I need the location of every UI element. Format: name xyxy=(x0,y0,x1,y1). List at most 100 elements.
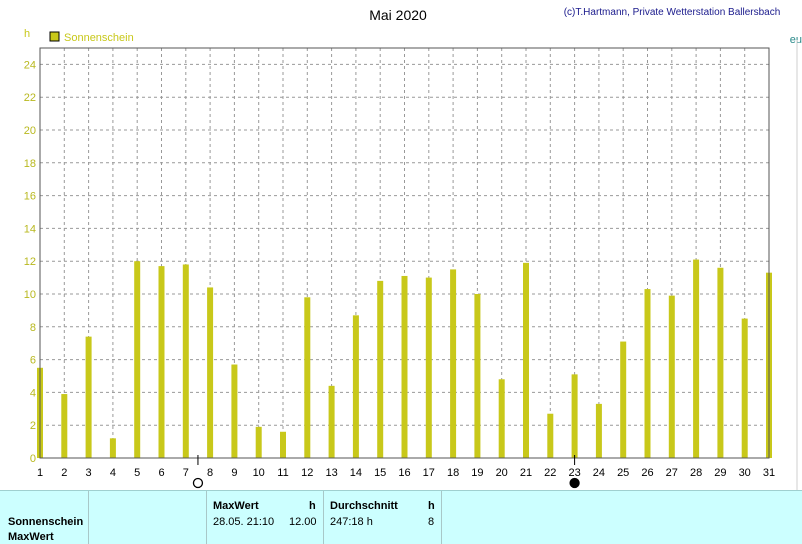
y-tick-label: 24 xyxy=(24,59,36,71)
plot-frame xyxy=(39,47,770,459)
max-value: 12.00 xyxy=(289,516,317,528)
x-tick-label: 11 xyxy=(277,467,288,479)
x-tick-label: 8 xyxy=(207,467,213,479)
sunshine-bar xyxy=(231,364,238,458)
x-tick-label: 21 xyxy=(520,467,532,479)
stats-divider xyxy=(441,491,442,544)
sunshine-bar xyxy=(182,264,189,458)
x-tick-label: 10 xyxy=(253,467,265,479)
x-tick-label: 1 xyxy=(37,467,43,479)
y-tick-label: 10 xyxy=(24,289,36,301)
x-tick-label: 6 xyxy=(158,467,164,479)
x-tick-label: 5 xyxy=(134,467,140,479)
new-moon-icon xyxy=(569,477,580,489)
sunshine-bar xyxy=(693,259,700,458)
stats-divider xyxy=(323,491,324,544)
x-tick-label: 14 xyxy=(350,467,362,479)
x-tick-label: 27 xyxy=(666,467,678,479)
sunshine-bar xyxy=(620,341,627,458)
x-tick-label: 29 xyxy=(714,467,726,479)
y-tick-label: 8 xyxy=(30,322,36,334)
x-tick-label: 4 xyxy=(110,467,116,479)
sunshine-bar xyxy=(304,297,311,458)
x-tick-label: 19 xyxy=(471,467,483,479)
avg-total: 247:18 h xyxy=(330,516,373,528)
sunshine-bar xyxy=(255,426,262,458)
y-tick-label: 18 xyxy=(24,158,36,170)
legend-label: Sonnenschein xyxy=(64,32,134,44)
sunshine-bar xyxy=(595,403,602,458)
sunshine-bar xyxy=(158,266,165,458)
sunshine-chart: Mai 2020 (c)T.Hartmann, Private Wetterst… xyxy=(24,7,802,490)
sunshine-bar xyxy=(741,318,748,458)
avg-unit: h xyxy=(428,500,435,512)
sunshine-bar xyxy=(498,379,505,458)
x-axis-ticks: 1 2 3 4 5 6 7 8 9 10 11 12 13 14 15 16 17 18 19 20 21 22 23 24 2… xyxy=(37,467,775,479)
legend-swatch xyxy=(49,31,60,42)
max-date: 28.05. 21:10 xyxy=(213,516,275,528)
sunshine-bar xyxy=(328,385,335,458)
stats-row-label: Sonnenschein xyxy=(8,516,84,528)
sunshine-bar xyxy=(280,431,286,458)
x-tick-label: 16 xyxy=(398,467,410,479)
sunshine-bar xyxy=(401,275,408,458)
x-tick-label: 12 xyxy=(301,467,313,479)
y-tick-label: 12 xyxy=(24,256,36,268)
x-tick-label: 13 xyxy=(325,467,337,479)
sunshine-bar xyxy=(474,294,481,458)
y-unit-label: h xyxy=(24,28,30,40)
max-unit: h xyxy=(309,500,316,512)
y-tick-label: 4 xyxy=(30,387,36,399)
bars xyxy=(37,259,772,458)
max-header: MaxWert xyxy=(213,500,259,512)
x-tick-label: 17 xyxy=(423,467,435,479)
sunshine-bar xyxy=(668,295,675,458)
x-tick-label: 3 xyxy=(86,467,92,479)
sunshine-bar xyxy=(207,287,214,458)
y-tick-label: 16 xyxy=(24,191,36,203)
avg-value: 8 xyxy=(428,516,435,528)
y-tick-label: 0 xyxy=(30,453,36,465)
y-tick-label: 6 xyxy=(30,355,36,367)
sunshine-bar xyxy=(523,262,529,458)
chart-title: Mai 2020 xyxy=(369,7,427,23)
x-tick-label: 26 xyxy=(641,467,653,479)
sunshine-bar xyxy=(134,261,141,458)
x-tick-label: 24 xyxy=(593,467,605,479)
right-edge-fragment: eu xyxy=(790,34,802,46)
stats-row-label: MaxWert xyxy=(8,531,54,543)
x-tick-label: 28 xyxy=(690,467,702,479)
x-tick-label: 15 xyxy=(374,467,386,479)
sunshine-bar xyxy=(109,438,116,458)
y-tick-label: 2 xyxy=(30,420,36,432)
sunshine-bar xyxy=(85,336,92,458)
sunshine-bar xyxy=(352,315,359,458)
credit-text: (c)T.Hartmann, Private Wetterstation Bal… xyxy=(564,7,781,18)
x-tick-label: 30 xyxy=(739,467,751,479)
sunshine-bar xyxy=(377,280,384,458)
x-tick-label: 23 xyxy=(568,467,580,479)
y-tick-label: 22 xyxy=(24,92,36,104)
sunshine-bar xyxy=(450,269,457,458)
sunshine-bar xyxy=(717,267,724,458)
x-tick-label: 18 xyxy=(447,467,459,479)
full-moon-icon xyxy=(192,477,204,489)
stats-divider xyxy=(206,491,207,544)
sunshine-bar xyxy=(425,277,432,458)
x-tick-label: 31 xyxy=(763,467,775,479)
stats-panel: Sonnenschein MaxWert MaxWert h 28.05. 21… xyxy=(0,490,802,544)
y-tick-label: 20 xyxy=(24,125,36,137)
x-tick-label: 25 xyxy=(617,467,629,479)
sunshine-bar xyxy=(571,374,578,458)
avg-header: Durchschnitt xyxy=(330,500,398,512)
moon-phases xyxy=(192,455,580,489)
stats-divider xyxy=(88,491,89,544)
y-tick-label: 14 xyxy=(24,223,36,235)
x-tick-label: 2 xyxy=(61,467,67,479)
sunshine-bar xyxy=(547,413,554,458)
x-tick-label: 20 xyxy=(496,467,508,479)
sunshine-bar xyxy=(644,289,651,458)
x-tick-label: 9 xyxy=(231,467,237,479)
x-tick-label: 7 xyxy=(183,467,189,479)
